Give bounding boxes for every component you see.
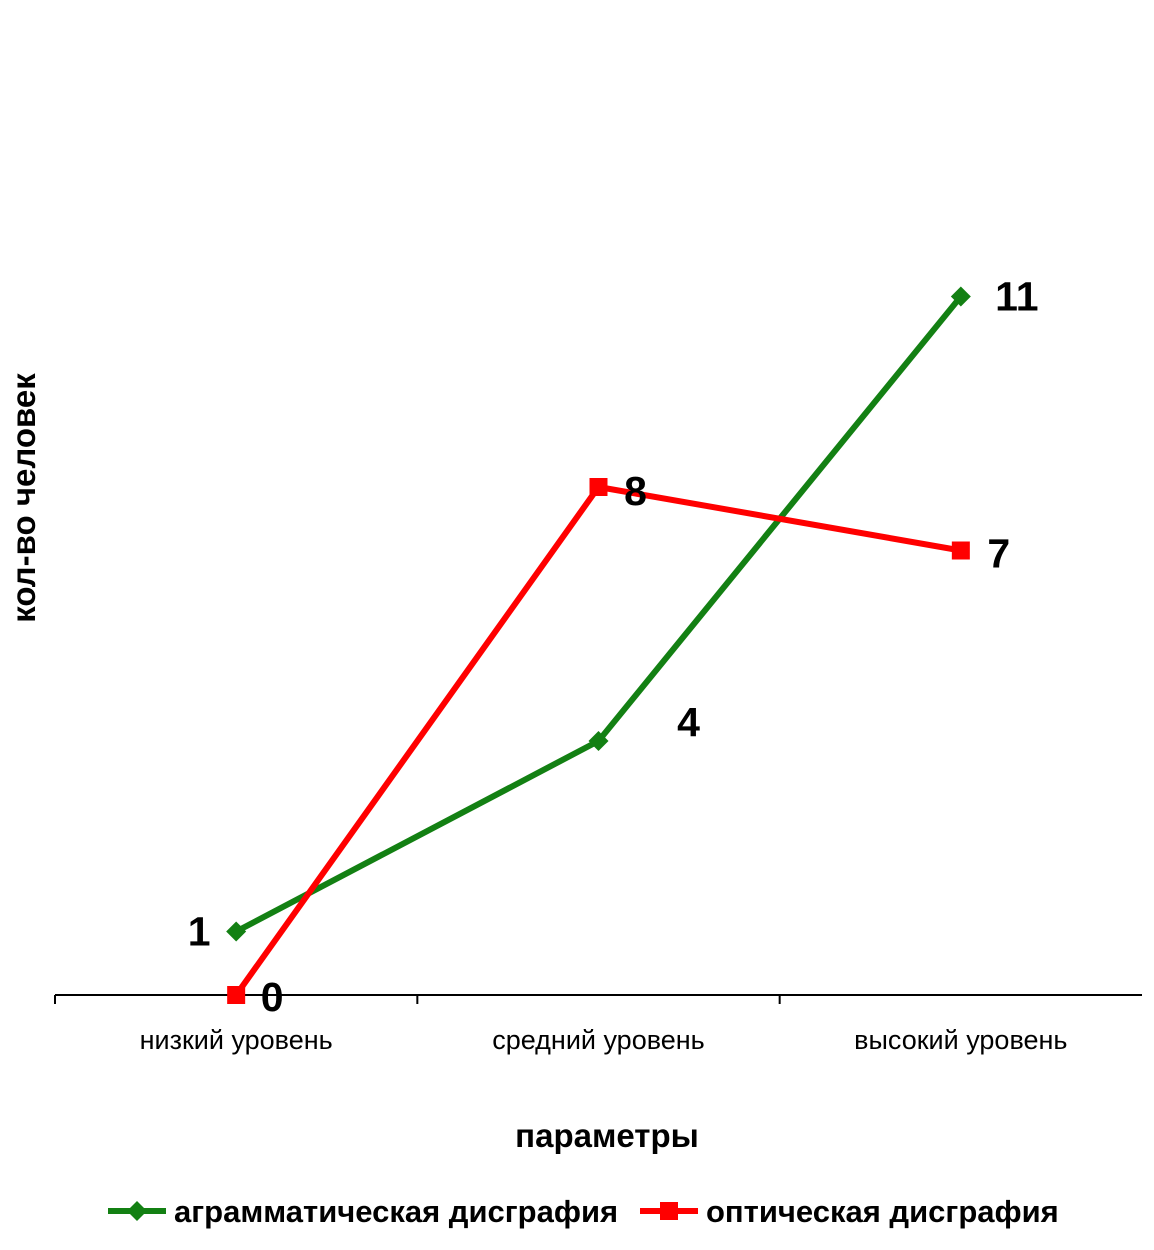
x-tick-label: низкий уровень xyxy=(140,1025,333,1055)
legend-label: аграмматическая дисграфия xyxy=(174,1194,618,1229)
data-label: 11 xyxy=(995,274,1038,320)
data-point-marker xyxy=(951,541,970,560)
x-axis-title: параметры xyxy=(515,1117,699,1154)
data-label: 0 xyxy=(261,974,284,1020)
data-point-marker xyxy=(227,986,246,1004)
legend-swatch-marker xyxy=(660,1202,678,1220)
data-point-marker xyxy=(226,921,247,942)
data-label: 8 xyxy=(624,468,647,514)
data-point-marker xyxy=(588,731,609,751)
legend-item: аграмматическая дисграфия xyxy=(108,1194,618,1229)
legend-swatch-marker xyxy=(127,1201,147,1221)
x-tick-label: средний уровень xyxy=(492,1025,705,1055)
axes: низкий уровень средний уровень высокий уро… xyxy=(5,373,1142,1154)
data-label: 1 xyxy=(188,909,211,955)
data-labels: 1 4 11 0 8 7 xyxy=(188,274,1039,1021)
legend-item: оптическая дисграфия xyxy=(640,1194,1059,1229)
data-label: 7 xyxy=(987,531,1010,577)
data-point-marker xyxy=(950,286,971,307)
x-tick-label: высокий уровень xyxy=(854,1025,1067,1055)
data-label: 4 xyxy=(677,699,700,745)
series-line-1 xyxy=(234,294,964,935)
legend-label: оптическая дисграфия xyxy=(706,1194,1059,1229)
series-lines xyxy=(226,286,971,1004)
y-axis-title: кол-во человек xyxy=(5,373,42,623)
data-point-marker xyxy=(589,478,608,496)
legend: аграмматическая дисграфия оптическая дисг… xyxy=(108,1194,1059,1229)
